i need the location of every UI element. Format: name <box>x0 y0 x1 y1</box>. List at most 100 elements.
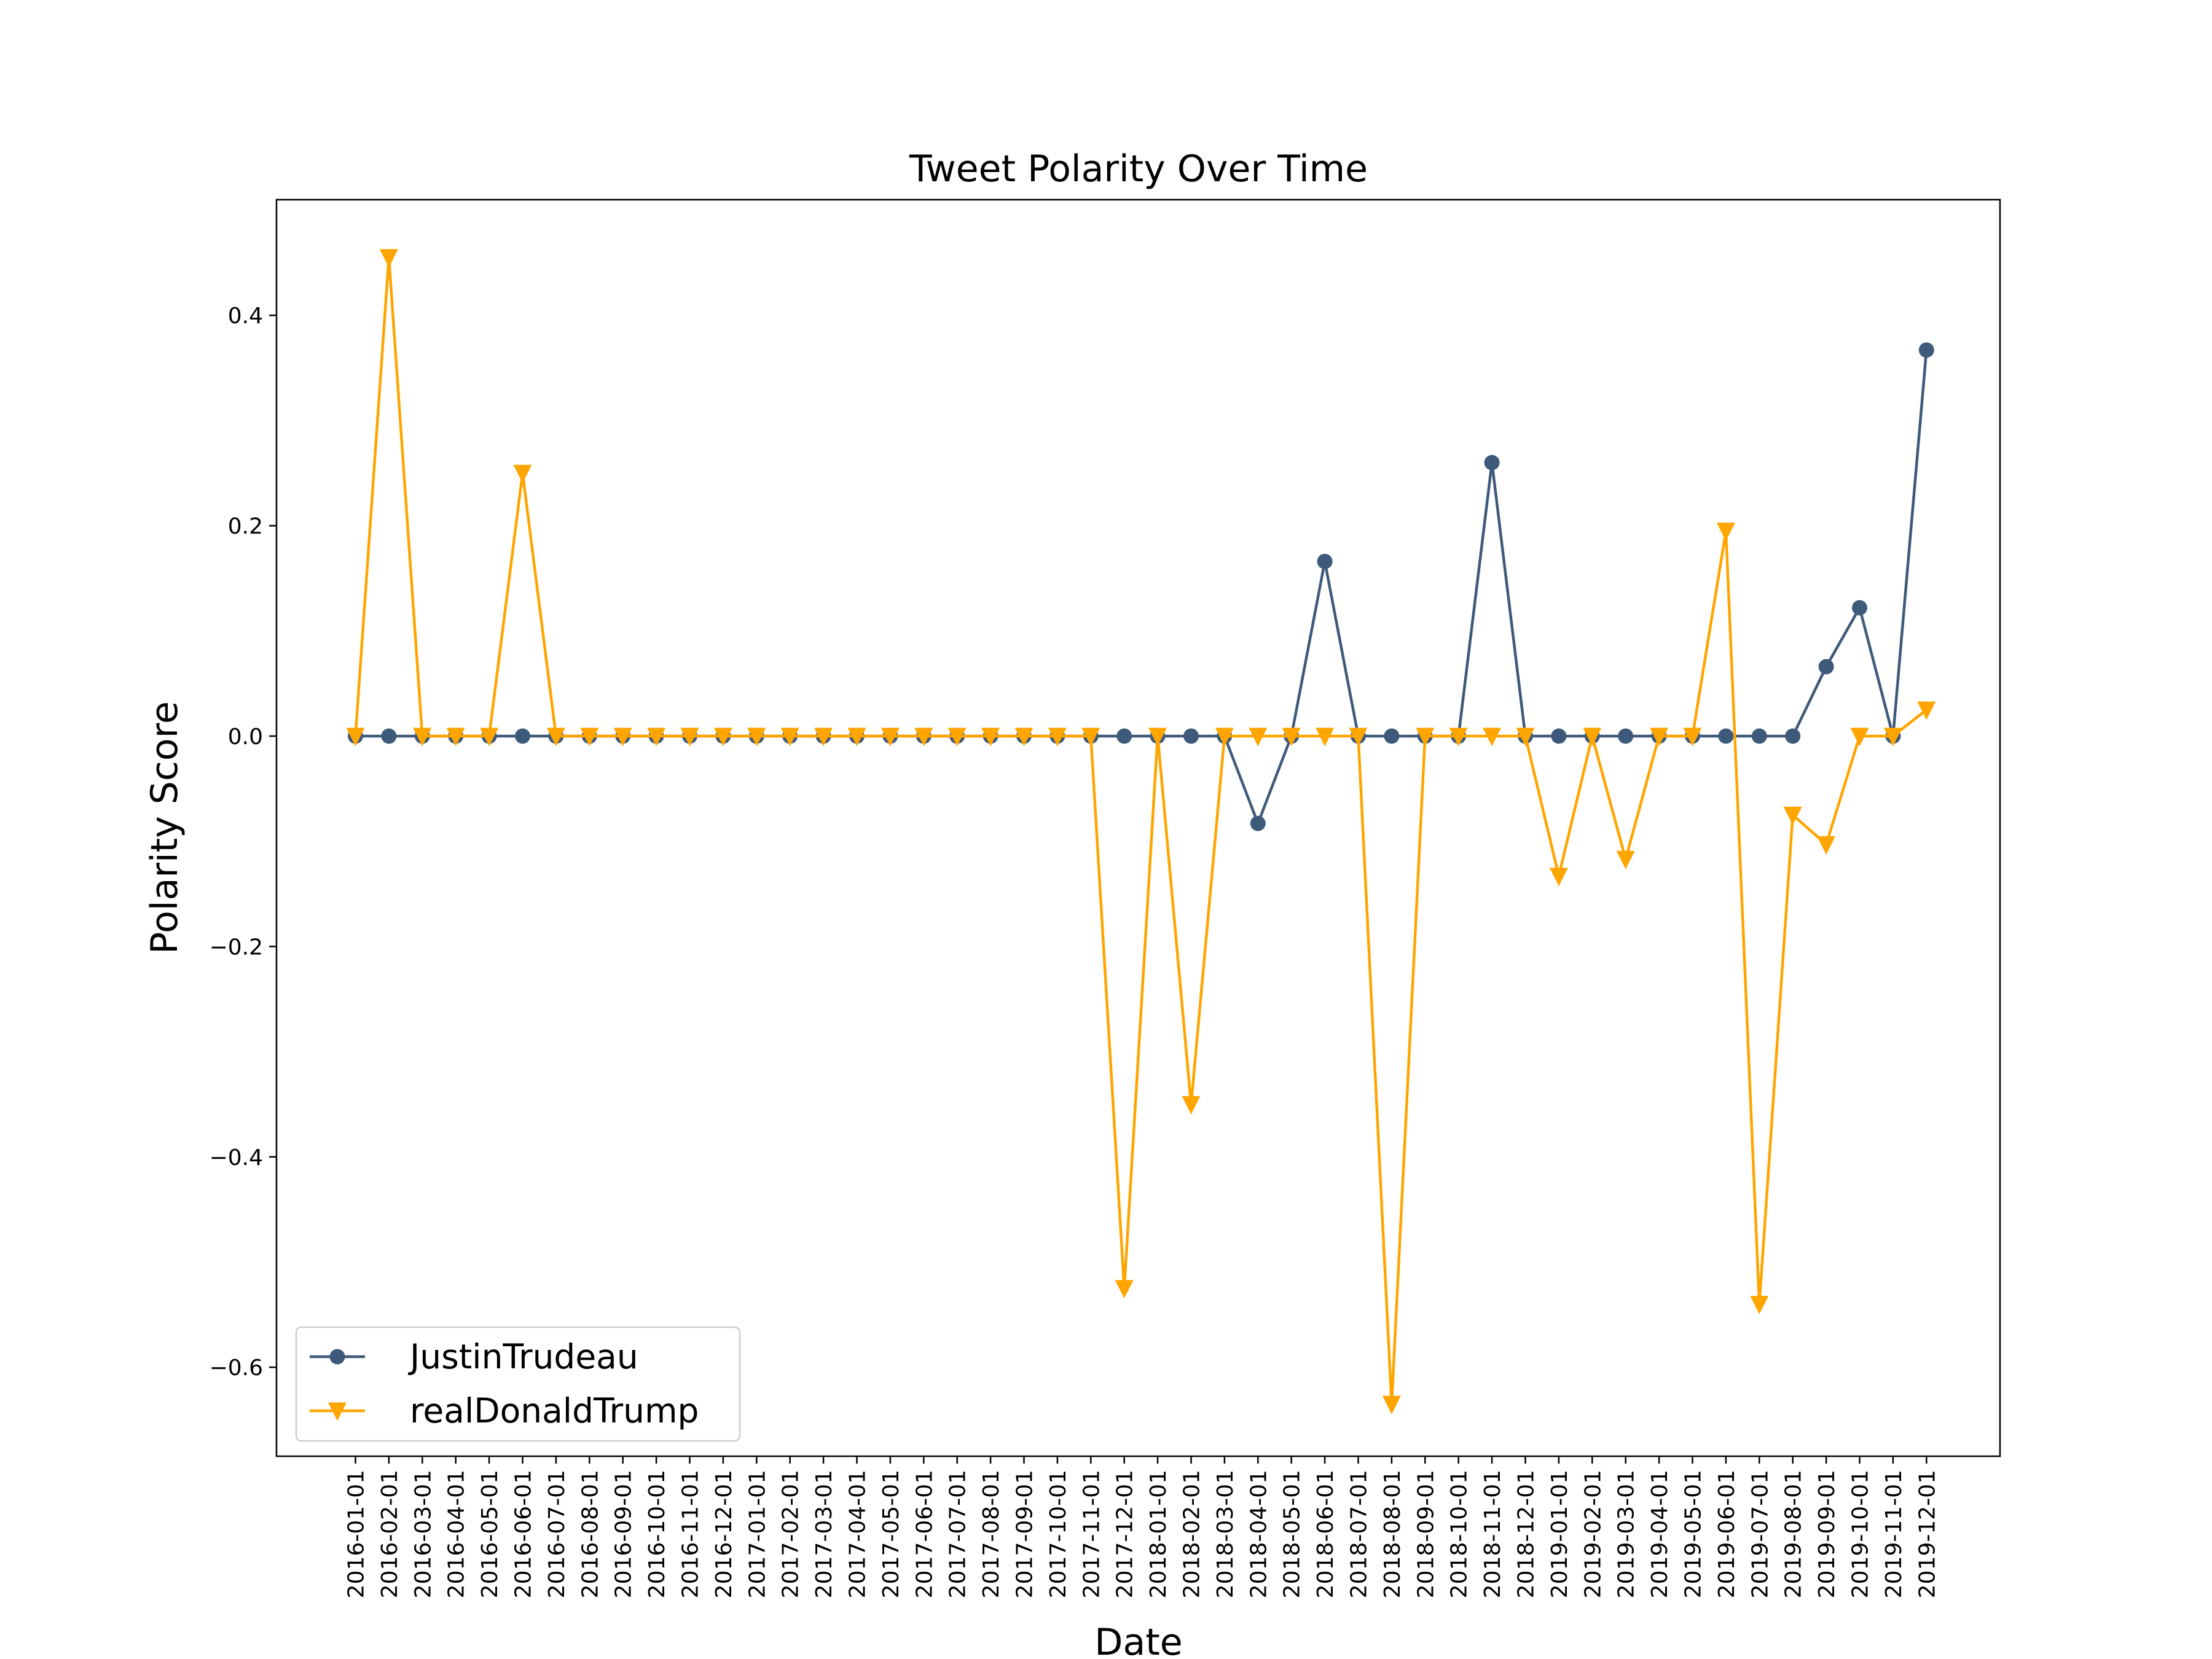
x-tick-label: 2016-02-01 <box>377 1470 402 1598</box>
y-tick-label: 0.2 <box>228 514 263 539</box>
x-tick-label: 2018-05-01 <box>1280 1470 1305 1598</box>
x-tick-label: 2018-02-01 <box>1180 1470 1205 1598</box>
x-tick-label: 2017-10-01 <box>1046 1470 1071 1598</box>
data-point-realDonaldTrump <box>1014 728 1033 747</box>
x-tick-label: 2019-06-01 <box>1714 1470 1739 1598</box>
x-tick-label: 2016-03-01 <box>410 1470 436 1598</box>
chart-title: Tweet Polarity Over Time <box>909 147 1368 190</box>
x-tick-label: 2019-11-01 <box>1881 1470 1907 1598</box>
y-tick-label: 0.0 <box>228 724 263 750</box>
data-point-realDonaldTrump <box>1115 1280 1134 1299</box>
x-tick-label: 2016-05-01 <box>477 1470 503 1598</box>
data-point-realDonaldTrump <box>346 728 365 747</box>
data-point-realDonaldTrump <box>814 728 833 747</box>
data-point-realDonaldTrump <box>1048 728 1067 747</box>
data-point-realDonaldTrump <box>680 728 699 747</box>
data-point-realDonaldTrump <box>1750 1295 1769 1314</box>
x-tick-label: 2018-06-01 <box>1313 1470 1338 1598</box>
data-point-JustinTrudeau <box>1618 728 1634 744</box>
data-point-realDonaldTrump <box>1382 1395 1401 1414</box>
data-point-realDonaldTrump <box>1683 728 1702 747</box>
data-point-JustinTrudeau <box>1250 815 1266 831</box>
data-point-JustinTrudeau <box>1183 728 1199 744</box>
data-point-realDonaldTrump <box>1416 728 1435 747</box>
data-point-realDonaldTrump <box>1883 728 1902 747</box>
x-tick-label: 2019-10-01 <box>1848 1470 1873 1598</box>
x-tick-label: 2019-09-01 <box>1814 1470 1840 1598</box>
axes-frame <box>275 198 2001 1457</box>
data-point-realDonaldTrump <box>1282 728 1301 747</box>
x-tick-label: 2018-04-01 <box>1246 1470 1271 1598</box>
data-point-JustinTrudeau <box>1384 728 1400 744</box>
x-tick-label: 2016-06-01 <box>511 1470 536 1598</box>
x-tick-label: 2018-01-01 <box>1146 1470 1171 1598</box>
x-tick-label: 2018-03-01 <box>1213 1470 1238 1598</box>
data-point-JustinTrudeau <box>1718 728 1734 744</box>
y-axis-label: Polarity Score <box>143 701 186 954</box>
x-tick-label: 2017-02-01 <box>779 1470 804 1598</box>
series-line-realDonaldTrump <box>354 256 1928 1406</box>
data-point-realDonaldTrump <box>613 728 632 747</box>
x-tick-label: 2019-04-01 <box>1647 1470 1673 1598</box>
data-point-realDonaldTrump <box>1483 728 1502 747</box>
data-point-JustinTrudeau <box>1317 554 1333 570</box>
x-tick-label: 2017-05-01 <box>879 1470 904 1598</box>
x-tick-label: 2018-08-01 <box>1380 1470 1405 1598</box>
x-tick-label: 2017-01-01 <box>745 1470 770 1598</box>
legend-label: realDonaldTrump <box>410 1391 699 1430</box>
data-point-realDonaldTrump <box>1817 836 1836 855</box>
data-point-realDonaldTrump <box>713 728 732 747</box>
data-point-realDonaldTrump <box>446 728 465 747</box>
data-point-realDonaldTrump <box>947 728 967 747</box>
data-point-realDonaldTrump <box>1650 728 1669 747</box>
x-tick-label: 2017-11-01 <box>1079 1470 1104 1598</box>
data-point-JustinTrudeau <box>381 728 397 744</box>
data-point-realDonaldTrump <box>1616 850 1635 869</box>
data-point-JustinTrudeau <box>1918 342 1934 358</box>
data-point-realDonaldTrump <box>1349 728 1368 747</box>
data-point-realDonaldTrump <box>1215 728 1234 747</box>
x-tick-label: 2018-11-01 <box>1480 1470 1505 1598</box>
plot-area: 0.4 0.2 0.0 −0.2 −0.4 −0.6 2016-01-01 2016-02-0… <box>210 198 2001 1598</box>
data-point-realDonaldTrump <box>1516 728 1535 747</box>
legend-marker-JustinTrudeau <box>329 1349 345 1365</box>
data-point-realDonaldTrump <box>1148 728 1167 747</box>
data-point-realDonaldTrump <box>413 728 432 747</box>
data-point-realDonaldTrump <box>580 728 599 747</box>
data-point-JustinTrudeau <box>1116 728 1132 744</box>
x-tick-label: 2016-01-01 <box>344 1470 369 1598</box>
x-tick-label: 2017-09-01 <box>1013 1470 1038 1598</box>
data-point-realDonaldTrump <box>847 728 866 747</box>
data-point-realDonaldTrump <box>1549 868 1568 887</box>
y-tick-label: −0.2 <box>210 935 263 960</box>
x-tick-label: 2016-12-01 <box>712 1470 737 1598</box>
data-point-realDonaldTrump <box>1449 728 1468 747</box>
data-point-realDonaldTrump <box>647 728 666 747</box>
x-tick-label: 2017-03-01 <box>812 1470 837 1598</box>
x-tick-label: 2019-07-01 <box>1747 1470 1773 1598</box>
x-tick-label: 2019-03-01 <box>1614 1470 1639 1598</box>
data-point-JustinTrudeau <box>1785 728 1801 744</box>
x-tick-label: 2017-04-01 <box>845 1470 871 1598</box>
x-tick-label: 2019-12-01 <box>1915 1470 1940 1598</box>
x-tick-label: 2018-07-01 <box>1347 1470 1372 1598</box>
x-tick-label: 2016-10-01 <box>645 1470 670 1598</box>
x-tick-label: 2019-01-01 <box>1547 1470 1572 1598</box>
x-tick-label: 2016-04-01 <box>444 1470 469 1598</box>
data-point-realDonaldTrump <box>1081 728 1100 747</box>
x-tick-label: 2017-07-01 <box>946 1470 971 1598</box>
data-point-realDonaldTrump <box>546 728 565 747</box>
data-point-realDonaldTrump <box>513 465 532 484</box>
data-point-JustinTrudeau <box>1852 600 1867 616</box>
data-point-realDonaldTrump <box>1316 728 1335 747</box>
legend-box <box>295 1326 741 1442</box>
y-tick-label: 0.4 <box>228 304 263 329</box>
legend-label: JustinTrudeau <box>408 1337 638 1376</box>
data-point-realDonaldTrump <box>1249 728 1268 747</box>
x-tick-label: 2016-07-01 <box>544 1470 570 1598</box>
data-point-realDonaldTrump <box>914 728 933 747</box>
x-tick-label: 2019-02-01 <box>1580 1470 1606 1598</box>
x-tick-label: 2019-08-01 <box>1781 1470 1806 1598</box>
y-tick-label: −0.6 <box>210 1355 263 1381</box>
